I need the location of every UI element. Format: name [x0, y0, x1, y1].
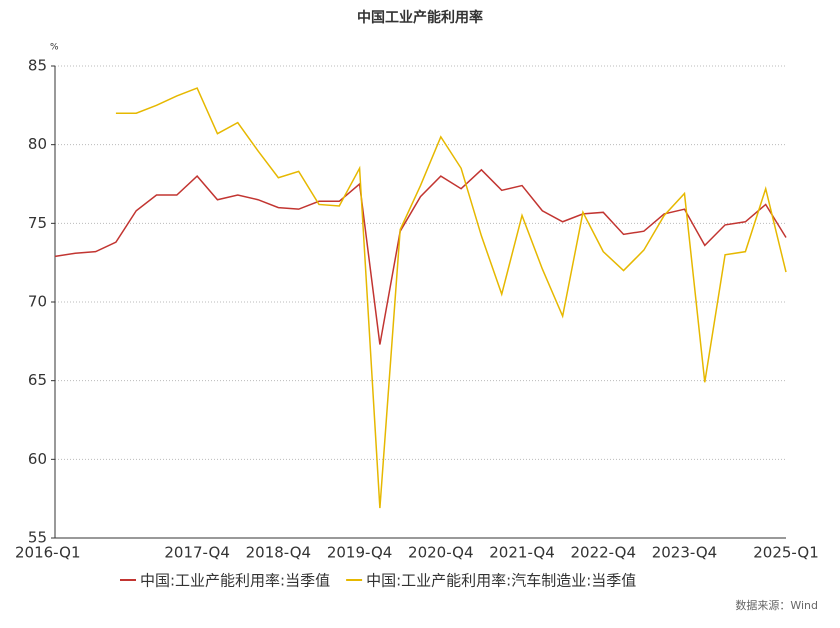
y-unit: %: [50, 43, 59, 53]
x-tick-label: 2020-Q4: [408, 544, 474, 562]
series-line: [54, 168, 787, 345]
x-tick-label: 2016-Q1: [15, 544, 81, 562]
y-tick-label: 55: [28, 529, 47, 547]
y-tick-label: 70: [28, 293, 47, 311]
x-tick-label: 2022-Q4: [571, 544, 637, 562]
x-tick-label: 2018-Q4: [246, 544, 312, 562]
chart-title: 中国工业产能利用率: [357, 9, 483, 26]
x-tick-label: 2023-Q4: [652, 544, 718, 562]
x-tick-label: 2021-Q4: [489, 544, 555, 562]
y-tick-label: 65: [28, 371, 47, 389]
y-tick-label: 75: [28, 214, 47, 232]
y-tick-label: 80: [28, 135, 47, 153]
x-tick-label: 2025-Q1: [753, 544, 819, 562]
y-tick-label: 60: [28, 450, 47, 468]
y-tick-label: 85: [28, 57, 47, 75]
legend-label: 中国:工业产能利用率:当季值: [140, 572, 330, 590]
x-tick-label: 2019-Q4: [327, 544, 393, 562]
source: 数据来源：Wind: [735, 598, 818, 612]
legend-label: 中国:工业产能利用率:汽车制造业:当季值: [366, 572, 636, 590]
series-line: [115, 87, 787, 509]
x-tick-label: 2017-Q4: [164, 544, 230, 562]
